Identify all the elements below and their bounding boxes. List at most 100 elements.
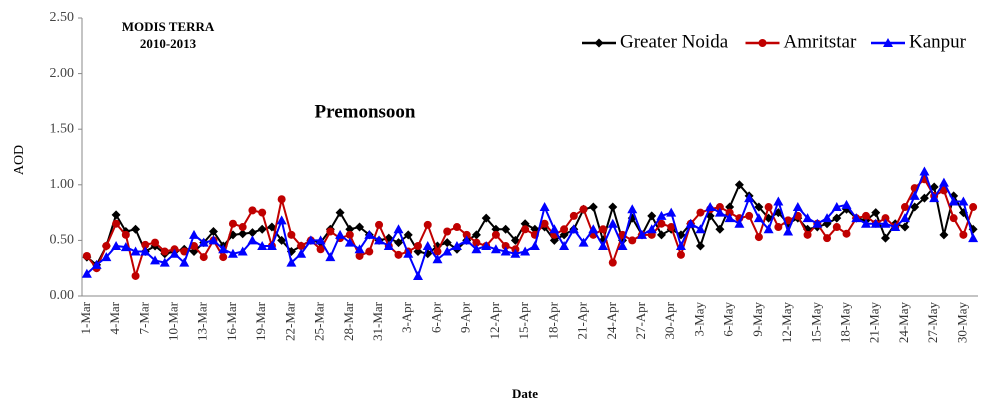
data-point	[471, 230, 481, 240]
data-point	[969, 203, 978, 212]
data-point	[472, 238, 481, 247]
data-point	[227, 248, 238, 258]
data-point	[219, 253, 228, 262]
data-point	[345, 224, 355, 234]
data-point	[151, 238, 160, 247]
data-point	[715, 203, 724, 212]
data-point	[81, 268, 92, 278]
data-point	[948, 196, 959, 206]
data-point	[130, 246, 141, 256]
data-point	[842, 229, 851, 238]
data-point	[764, 203, 773, 212]
data-point	[870, 218, 881, 228]
data-point	[354, 244, 365, 254]
data-point	[909, 190, 920, 200]
data-point	[432, 254, 443, 264]
data-point	[929, 193, 940, 203]
data-point	[521, 225, 530, 234]
data-point	[247, 228, 257, 238]
data-point	[267, 222, 277, 232]
data-point	[549, 224, 560, 234]
data-point	[208, 227, 218, 237]
data-point	[160, 247, 169, 256]
data-point	[510, 248, 521, 258]
data-point	[861, 218, 871, 228]
data-point	[442, 238, 452, 248]
data-point	[745, 211, 754, 220]
data-point	[248, 206, 257, 215]
x-tick-label: 13-Mar	[195, 301, 210, 341]
data-point	[598, 240, 609, 250]
chart-title: MODIS TERRA	[122, 19, 215, 34]
x-tick-label: 18-Apr	[545, 301, 560, 339]
legend-label: Kanpur	[909, 31, 967, 52]
x-tick-label: 21-May	[867, 302, 882, 344]
x-tick-label: 12-Apr	[487, 301, 502, 339]
data-point	[208, 235, 219, 245]
data-point	[539, 202, 550, 212]
data-point	[919, 193, 929, 203]
data-point	[871, 208, 881, 218]
x-tick-label: 9-Apr	[458, 301, 473, 333]
x-tick-label: 16-Mar	[224, 301, 239, 341]
data-point	[714, 207, 725, 217]
data-point	[266, 240, 277, 250]
data-point	[383, 240, 394, 250]
data-point	[968, 233, 979, 243]
data-point	[715, 224, 725, 234]
data-point	[344, 237, 355, 247]
data-point	[452, 223, 461, 232]
data-point	[559, 230, 569, 240]
data-point	[803, 230, 812, 239]
data-point	[549, 235, 559, 245]
x-tick-label: 4-Mar	[107, 301, 122, 334]
data-point	[141, 240, 150, 249]
data-point	[286, 257, 297, 267]
x-tick-label: 3-May	[691, 302, 706, 337]
data-point	[433, 247, 442, 256]
data-point	[881, 214, 890, 223]
data-point	[296, 248, 307, 258]
data-point	[131, 271, 140, 280]
data-point	[238, 229, 248, 239]
data-point	[345, 230, 354, 239]
data-point	[949, 214, 958, 223]
data-point	[753, 213, 764, 223]
data-point	[656, 230, 666, 240]
data-point	[883, 38, 893, 47]
data-point	[666, 207, 677, 217]
data-point	[355, 251, 364, 260]
data-point	[773, 196, 784, 206]
data-point	[276, 215, 287, 225]
data-point	[588, 224, 599, 234]
data-point	[121, 230, 130, 239]
data-point	[414, 241, 422, 250]
data-point	[627, 204, 638, 214]
x-tick-label: 24-May	[896, 302, 911, 344]
data-point	[199, 253, 208, 262]
x-tick-label: 10-Mar	[166, 301, 181, 341]
data-point	[851, 213, 862, 223]
data-point	[705, 202, 716, 212]
data-point	[501, 241, 510, 250]
data-point	[758, 39, 767, 47]
data-point	[403, 248, 414, 258]
data-point	[841, 199, 852, 209]
x-tick-label: 1-Mar	[78, 301, 93, 334]
x-tick-label: 9-May	[750, 302, 765, 337]
data-point	[607, 218, 618, 228]
data-point	[578, 237, 589, 247]
data-point	[247, 235, 258, 245]
data-point	[822, 213, 833, 223]
data-point	[198, 237, 209, 247]
data-point	[647, 211, 657, 221]
data-point	[812, 218, 823, 228]
x-tick-label: 6-Apr	[428, 301, 443, 333]
data-point	[102, 241, 111, 250]
data-point	[520, 219, 530, 229]
data-point	[190, 241, 198, 250]
data-point	[529, 240, 540, 250]
x-tick-label: 30-May	[954, 302, 969, 344]
